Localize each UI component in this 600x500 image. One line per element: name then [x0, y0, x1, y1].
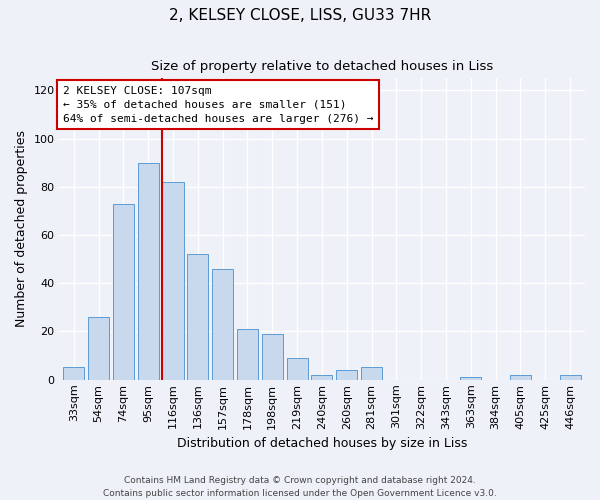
- Bar: [237, 329, 258, 380]
- Title: Size of property relative to detached houses in Liss: Size of property relative to detached ho…: [151, 60, 493, 73]
- Bar: [262, 334, 283, 380]
- Bar: [336, 370, 357, 380]
- Bar: [63, 368, 84, 380]
- Bar: [212, 268, 233, 380]
- Bar: [287, 358, 308, 380]
- Bar: [113, 204, 134, 380]
- Bar: [88, 317, 109, 380]
- Bar: [311, 374, 332, 380]
- Text: Contains HM Land Registry data © Crown copyright and database right 2024.
Contai: Contains HM Land Registry data © Crown c…: [103, 476, 497, 498]
- Text: 2, KELSEY CLOSE, LISS, GU33 7HR: 2, KELSEY CLOSE, LISS, GU33 7HR: [169, 8, 431, 22]
- Bar: [361, 368, 382, 380]
- Bar: [510, 374, 531, 380]
- X-axis label: Distribution of detached houses by size in Liss: Distribution of detached houses by size …: [177, 437, 467, 450]
- Bar: [460, 377, 481, 380]
- Bar: [137, 162, 159, 380]
- Text: 2 KELSEY CLOSE: 107sqm
← 35% of detached houses are smaller (151)
64% of semi-de: 2 KELSEY CLOSE: 107sqm ← 35% of detached…: [62, 86, 373, 124]
- Y-axis label: Number of detached properties: Number of detached properties: [15, 130, 28, 328]
- Bar: [560, 374, 581, 380]
- Bar: [163, 182, 184, 380]
- Bar: [187, 254, 208, 380]
